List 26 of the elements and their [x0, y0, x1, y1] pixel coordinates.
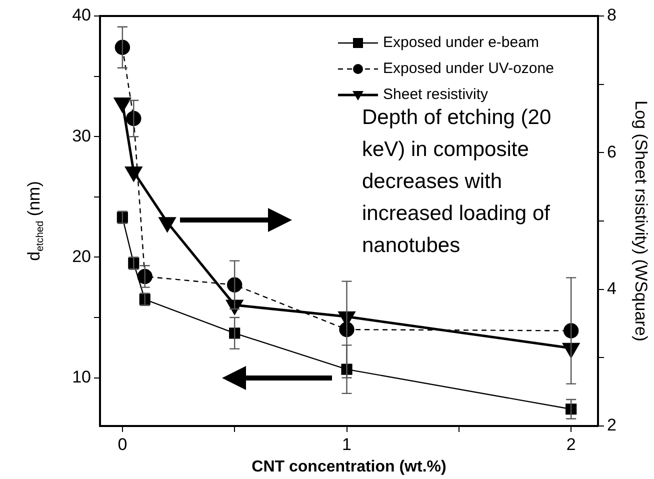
y2-tick-label: 6 — [607, 142, 616, 162]
y-tick-label: 30 — [72, 126, 91, 146]
point — [137, 268, 152, 284]
x-tick-label: 2 — [566, 434, 576, 454]
point — [114, 98, 131, 112]
point — [126, 110, 142, 126]
y-axis-title: detched (nm) — [24, 181, 46, 261]
legend-label: Sheet resistivity — [383, 86, 489, 104]
y-tick-label: 20 — [72, 246, 91, 266]
x-axis-title: CNT concentration (wt.%) — [252, 458, 446, 476]
y2-tick-label: 4 — [607, 279, 616, 298]
y2-tick-label: 2 — [607, 416, 616, 435]
y2-tick-label: 8 — [607, 6, 616, 25]
point — [125, 166, 142, 182]
x-tick-label: 0 — [118, 434, 128, 454]
y2-axis-title: Log (Sheet rsistivity) (WSquare) — [631, 100, 650, 342]
legend-label: Exposed under e-beam — [383, 34, 539, 52]
point — [226, 277, 242, 293]
annotation: Depth of etching (20 keV) in composite decreases with increased loading of nanotubes — [362, 105, 552, 259]
legend-label: Exposed under UV-ozone — [383, 60, 554, 78]
y-tick-label: 10 — [72, 367, 91, 386]
y-tick-label: 40 — [72, 6, 91, 25]
point — [114, 40, 130, 55]
x-tick-label: 1 — [342, 434, 352, 454]
point — [563, 323, 579, 338]
point — [159, 217, 176, 232]
